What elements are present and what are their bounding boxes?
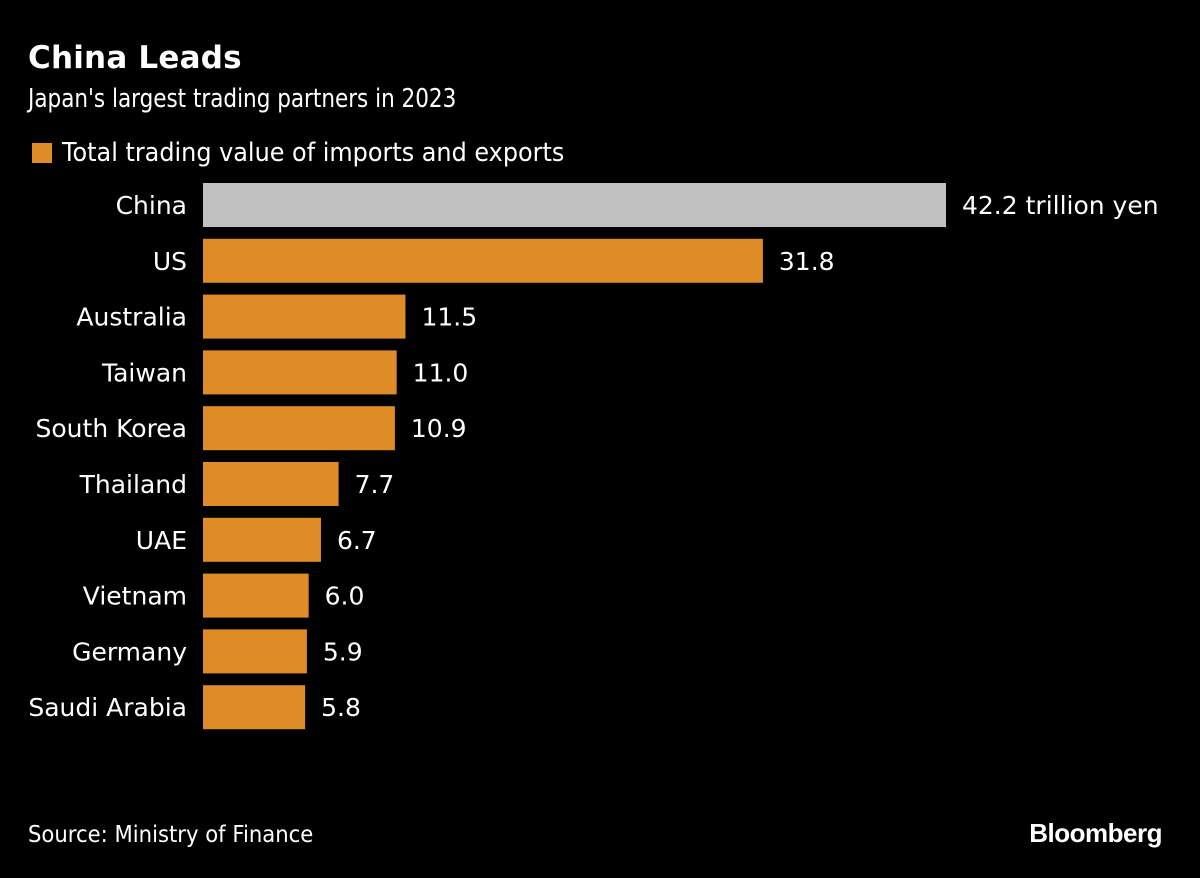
value-label-thailand: 7.7	[355, 470, 395, 499]
bar-south-korea	[203, 406, 395, 451]
bar-vietnam	[203, 573, 309, 618]
bar-china	[203, 183, 946, 227]
value-label-south-korea: 10.9	[411, 414, 467, 443]
category-label-thailand: Thailand	[79, 470, 187, 499]
category-label-taiwan: Taiwan	[101, 358, 187, 387]
legend: Total trading value of imports and expor…	[28, 138, 608, 168]
value-label-china: 42.2 trillion yen	[962, 191, 1159, 220]
bloomberg-logo: Bloomberg	[1029, 818, 1162, 848]
category-label-vietnam: Vietnam	[83, 582, 187, 611]
bar-thailand	[203, 462, 339, 506]
bar-saudi-arabia	[203, 685, 306, 730]
bar-taiwan	[203, 350, 397, 395]
bar-uae	[203, 517, 321, 562]
chart-title: China Leads	[28, 40, 242, 76]
chart-subtitle: Japan's largest trading partners in 2023	[28, 84, 457, 114]
category-label-saudi-arabia: Saudi Arabia	[28, 693, 187, 722]
bar-australia	[203, 294, 406, 339]
category-label-germany: Germany	[72, 637, 187, 666]
value-label-taiwan: 11.0	[413, 358, 469, 387]
source-note: Source: Ministry of Finance	[28, 822, 314, 848]
value-label-australia: 11.5	[421, 303, 477, 332]
value-label-germany: 5.9	[323, 637, 363, 666]
category-label-china: China	[116, 191, 187, 220]
category-label-south-korea: South Korea	[36, 414, 187, 443]
legend-swatch	[32, 143, 52, 163]
category-label-australia: Australia	[76, 303, 187, 332]
bar-us	[203, 238, 763, 283]
value-label-vietnam: 6.0	[325, 582, 365, 611]
value-label-us: 31.8	[779, 247, 835, 276]
bar-germany	[203, 629, 307, 674]
legend-label: Total trading value of imports and expor…	[62, 138, 565, 168]
value-label-saudi-arabia: 5.8	[321, 693, 361, 722]
category-label-us: US	[153, 247, 187, 276]
category-label-uae: UAE	[136, 526, 187, 555]
value-label-uae: 6.7	[337, 526, 377, 555]
